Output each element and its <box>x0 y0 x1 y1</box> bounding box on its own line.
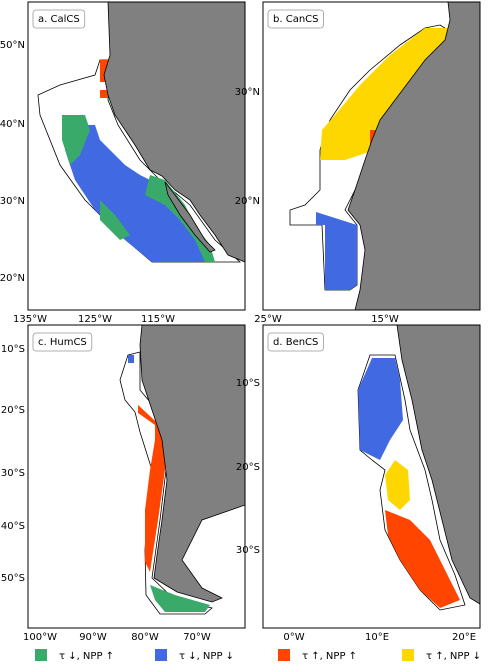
y-tick-label: 10°S <box>1 344 25 355</box>
legend-label: τ ↓, NPP ↓ <box>179 651 234 662</box>
region-red <box>385 510 460 608</box>
panel-a <box>27 1 246 311</box>
panel-label-box <box>267 332 324 352</box>
region-blue <box>65 125 210 262</box>
land <box>347 1 481 311</box>
panel-label-box <box>267 9 324 29</box>
region-red <box>138 405 165 572</box>
legend-swatch <box>402 649 414 661</box>
land <box>103 1 246 263</box>
region-yellow <box>320 28 450 160</box>
x-tick-label: 90°W <box>79 632 107 643</box>
legend-swatch <box>155 649 167 661</box>
y-tick-label: 30°S <box>236 545 260 556</box>
x-tick-label: 125°W <box>78 314 112 325</box>
legend-label: τ ↓, NPP ↑ <box>59 651 114 662</box>
x-tick-label: 80°W <box>131 632 159 643</box>
y-tick-label: 20°S <box>236 462 260 473</box>
panel-label: c. HumCS <box>38 337 87 348</box>
land <box>139 324 246 603</box>
panel-label-box <box>32 332 93 352</box>
x-tick-label: 115°W <box>141 314 175 325</box>
region-blue <box>128 355 134 363</box>
panel-frame <box>27 324 246 629</box>
y-tick-label: 30°N <box>235 87 260 98</box>
x-tick-label: 10°E <box>365 632 389 643</box>
panel-c <box>27 324 246 629</box>
region-blue <box>358 358 403 460</box>
y-tick-label: 10°S <box>236 378 260 389</box>
x-tick-label: 20°E <box>452 632 476 643</box>
panel-label: b. CanCS <box>273 14 318 25</box>
legend-label: τ ↑, NPP ↑ <box>302 651 357 662</box>
x-tick-label: 70°W <box>183 632 211 643</box>
panel-label: d. BenCS <box>273 337 318 348</box>
y-tick-label: 20°N <box>0 273 25 284</box>
region-green <box>150 585 210 612</box>
legend: τ ↓, NPP ↑ τ ↓, NPP ↓ τ ↑, NPP ↑ τ ↑, NPP ↓ <box>35 649 481 662</box>
x-tick-label: 15°W <box>371 314 399 325</box>
y-tick-label: 40°N <box>0 119 25 130</box>
y-tick-label: 40°S <box>1 521 25 532</box>
legend-swatch <box>35 649 47 661</box>
x-tick-label: 135°W <box>13 314 47 325</box>
y-tick-label: 20°S <box>1 405 25 416</box>
x-tick-label: 0°W <box>283 632 304 643</box>
x-tick-label: 100°W <box>23 632 57 643</box>
panel-label: a. CalCS <box>38 14 80 25</box>
y-tick-label: 50°N <box>0 40 25 51</box>
panel-frame <box>262 324 481 629</box>
y-tick-label: 30°S <box>1 468 25 479</box>
panel-b <box>262 1 481 311</box>
legend-swatch <box>278 649 290 661</box>
y-tick-label: 30°N <box>0 196 25 207</box>
region-green <box>62 115 215 262</box>
labels: a. CalCS 135°W 125°W 115°W 50°N 40°N 30°N 20°N b… <box>0 9 476 643</box>
panel-frame <box>27 1 246 311</box>
y-tick-label: 50°S <box>1 573 25 584</box>
region-yellow <box>385 460 410 510</box>
panel-frame <box>262 1 481 311</box>
y-tick-label: 20°N <box>235 196 260 207</box>
legend-label: τ ↑, NPP ↓ <box>426 651 481 662</box>
panel-label-box <box>32 9 86 29</box>
x-tick-label: 25°W <box>254 314 282 325</box>
region-blue <box>316 212 357 290</box>
panel-d <box>262 324 481 629</box>
